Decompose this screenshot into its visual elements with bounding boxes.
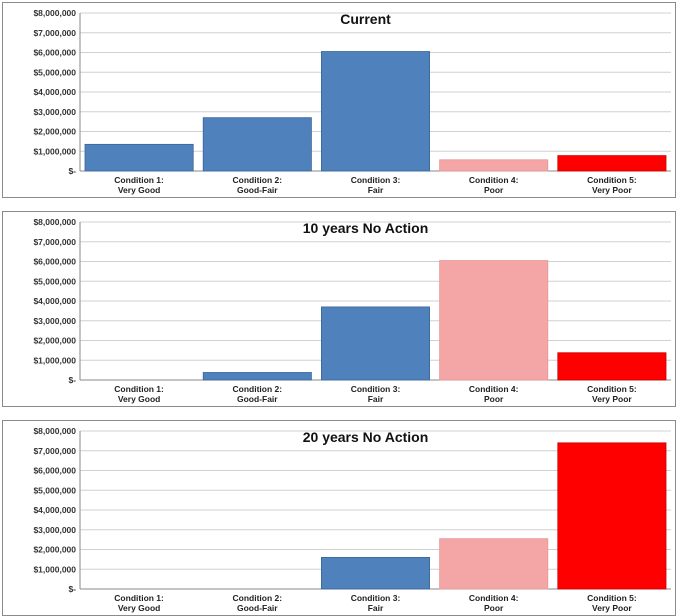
y-tick-label: $5,000,000 bbox=[33, 67, 76, 77]
category-label: Condition 3: bbox=[351, 175, 401, 185]
bar-condition-2 bbox=[202, 117, 312, 172]
y-tick-label: $7,000,000 bbox=[33, 28, 76, 38]
y-tick-label: $8,000,000 bbox=[33, 8, 76, 18]
category-label: Condition 2: bbox=[233, 593, 283, 603]
y-tick-label: $3,000,000 bbox=[33, 316, 76, 326]
category-label: Condition 2: bbox=[233, 175, 283, 185]
chart-title: 20 years No Action bbox=[303, 429, 429, 445]
y-tick-label: $7,000,000 bbox=[33, 446, 76, 456]
chart-20-years: $- $1,000,000 $2,000,000 $3,000,000 $4,000,0… bbox=[2, 420, 676, 616]
category-label: Condition 5: bbox=[587, 175, 637, 185]
y-tick-label: $1,000,000 bbox=[33, 355, 76, 365]
y-tick-label: $1,000,000 bbox=[33, 564, 76, 574]
bar-condition-2 bbox=[202, 372, 312, 381]
chart-title: 10 years No Action bbox=[303, 220, 429, 236]
y-tick-label: $4,000,000 bbox=[33, 505, 76, 515]
category-label: Fair bbox=[368, 394, 384, 404]
y-tick-label: $6,000,000 bbox=[33, 257, 76, 267]
bar-condition-4 bbox=[439, 260, 549, 381]
category-label: Fair bbox=[368, 603, 384, 613]
y-tick-label: $3,000,000 bbox=[33, 107, 76, 117]
category-label: Very Poor bbox=[592, 394, 632, 404]
bar-condition-1 bbox=[84, 143, 194, 172]
chart-10-years-svg: $- $1,000,000 $2,000,000 $3,000,000 $4,000,0… bbox=[33, 217, 671, 404]
y-tick-label: $2,000,000 bbox=[33, 127, 76, 137]
chart-10-years: $- $1,000,000 $2,000,000 $3,000,000 $4,000,0… bbox=[2, 211, 676, 407]
category-label: Good-Fair bbox=[237, 603, 278, 613]
y-tick-label: $3,000,000 bbox=[33, 525, 76, 535]
category-label: Very Good bbox=[118, 603, 161, 613]
y-tick-label: $5,000,000 bbox=[33, 485, 76, 495]
y-tick-label: $2,000,000 bbox=[33, 336, 76, 346]
bar-condition-4 bbox=[439, 538, 549, 590]
category-label: Condition 3: bbox=[351, 384, 401, 394]
category-label: Very Good bbox=[118, 185, 161, 195]
bar-condition-5 bbox=[557, 442, 667, 590]
y-tick-label: $1,000,000 bbox=[33, 146, 76, 156]
category-label: Very Good bbox=[118, 394, 161, 404]
category-label: Condition 2: bbox=[233, 384, 283, 394]
y-tick-label: $4,000,000 bbox=[33, 87, 76, 97]
bar-condition-3 bbox=[320, 51, 430, 172]
y-tick-label: $4,000,000 bbox=[33, 296, 76, 306]
category-label: Condition 4: bbox=[469, 593, 519, 603]
chart-20-years-svg: $- $1,000,000 $2,000,000 $3,000,000 $4,000,0… bbox=[33, 426, 671, 613]
bar-condition-5 bbox=[557, 352, 667, 381]
y-tick-label: $- bbox=[68, 584, 76, 594]
category-label: Poor bbox=[484, 394, 504, 404]
y-tick-label: $2,000,000 bbox=[33, 545, 76, 555]
category-label: Condition 1: bbox=[114, 175, 164, 185]
category-label: Fair bbox=[368, 185, 384, 195]
category-label: Condition 5: bbox=[587, 593, 637, 603]
category-label: Poor bbox=[484, 185, 504, 195]
category-label: Condition 4: bbox=[469, 175, 519, 185]
y-tick-label: $8,000,000 bbox=[33, 217, 76, 227]
category-label: Condition 1: bbox=[114, 384, 164, 394]
y-tick-label: $8,000,000 bbox=[33, 426, 76, 436]
category-label: Condition 1: bbox=[114, 593, 164, 603]
category-label: Good-Fair bbox=[237, 185, 278, 195]
chart-current: $- $1,000,000 $2,000,000 $3,000,000 $4,000,0… bbox=[2, 2, 676, 198]
category-label: Condition 3: bbox=[351, 593, 401, 603]
y-tick-label: $6,000,000 bbox=[33, 48, 76, 58]
bar-condition-5 bbox=[557, 155, 667, 172]
category-label: Very Poor bbox=[592, 185, 632, 195]
category-label: Very Poor bbox=[592, 603, 632, 613]
category-label: Good-Fair bbox=[237, 394, 278, 404]
chart-title: Current bbox=[340, 11, 391, 27]
bar-condition-3 bbox=[320, 556, 430, 590]
y-tick-label: $- bbox=[68, 166, 76, 176]
y-tick-label: $6,000,000 bbox=[33, 466, 76, 476]
category-label: Condition 5: bbox=[587, 384, 637, 394]
y-tick-label: $7,000,000 bbox=[33, 237, 76, 247]
category-label: Poor bbox=[484, 603, 504, 613]
bar-condition-3 bbox=[320, 306, 430, 381]
category-label: Condition 4: bbox=[469, 384, 519, 394]
chart-current-svg: $- $1,000,000 $2,000,000 $3,000,000 $4,000,0… bbox=[33, 8, 671, 195]
y-tick-label: $5,000,000 bbox=[33, 276, 76, 286]
y-tick-label: $- bbox=[68, 375, 76, 385]
bar-condition-4 bbox=[439, 159, 549, 172]
